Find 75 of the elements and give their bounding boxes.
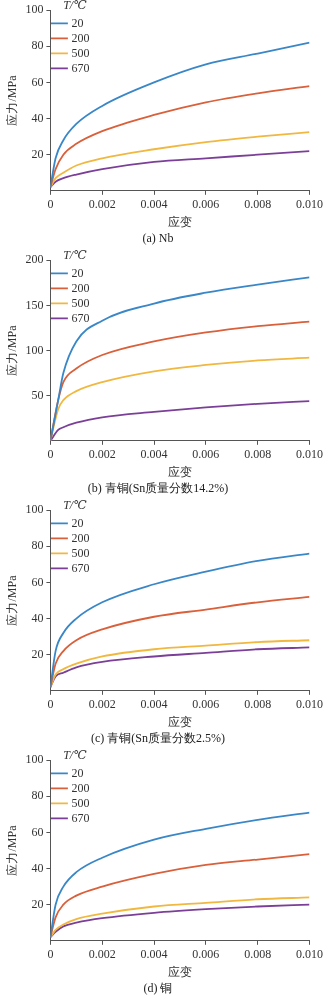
y-tick-label: 80 (31, 788, 44, 803)
y-tick-label: 40 (31, 610, 44, 625)
legend-title: T/℃ (63, 248, 88, 263)
y-tick-label: 60 (31, 574, 44, 589)
y-tick-label: 80 (31, 38, 44, 53)
x-tick-label: 0.008 (244, 197, 272, 212)
y-axis-title: 应力/MPa (5, 324, 20, 376)
x-tick-label: 0 (47, 197, 54, 212)
text: (b) 青铜(Sn质量分数14.2%) (87, 480, 229, 495)
y-axis-title: 应力/MPa (5, 824, 20, 876)
x-tick-label: 0.010 (296, 947, 323, 962)
x-tick-label: 0.010 (296, 197, 323, 212)
legend-label: 200 (71, 780, 90, 795)
legend-label: 20 (71, 15, 84, 30)
text: (d) 铜 (143, 980, 173, 995)
legend-label: 500 (71, 295, 90, 310)
legend-label: 500 (71, 545, 90, 560)
y-tick-label: 200 (25, 252, 44, 267)
legend-label: 20 (71, 765, 84, 780)
text: (a) Nb (142, 230, 174, 245)
y-tick-label: 50 (31, 387, 44, 402)
legend-label: 200 (71, 30, 90, 45)
x-tick-label: 0.008 (244, 697, 272, 712)
y-tick-label: 100 (25, 2, 44, 17)
x-tick-label: 0.002 (88, 947, 116, 962)
legend-label: 20 (71, 265, 84, 280)
y-axis-title: 应力/MPa (5, 74, 20, 126)
y-tick-label: 100 (25, 502, 44, 517)
x-tick-label: 0.006 (192, 447, 220, 462)
legend-title: T/℃ (63, 0, 88, 13)
x-tick-label: 0 (47, 447, 54, 462)
y-tick-label: 100 (25, 342, 44, 357)
legend-label: 20 (71, 515, 84, 530)
legend-label: 500 (71, 45, 90, 60)
x-axis-title: 应变 (167, 214, 192, 229)
x-tick-label: 0.006 (192, 197, 220, 212)
x-tick-label: 0.008 (244, 947, 272, 962)
x-tick-label: 0.002 (88, 447, 116, 462)
x-tick-label: 0.004 (140, 947, 168, 962)
legend-label: 200 (71, 530, 90, 545)
legend-label: 500 (71, 795, 90, 810)
x-axis-title: 应变 (167, 964, 192, 979)
y-axis-title: 应力/MPa (5, 574, 20, 626)
y-tick-label: 20 (31, 146, 44, 161)
x-tick-label: 0.006 (192, 697, 220, 712)
x-axis-title: 应变 (167, 714, 192, 729)
x-tick-label: 0.006 (192, 947, 220, 962)
legend-label: 670 (71, 310, 90, 325)
y-tick-label: 20 (31, 646, 44, 661)
text: (c) 青铜(Sn质量分数2.5%) (91, 730, 225, 745)
y-tick-label: 150 (25, 297, 44, 312)
legend-title: T/℃ (63, 748, 88, 763)
x-tick-label: 0 (47, 947, 54, 962)
legend-title: T/℃ (63, 498, 88, 513)
x-tick-label: 0.004 (140, 697, 168, 712)
y-tick-label: 100 (25, 752, 44, 767)
legend-label: 670 (71, 810, 90, 825)
x-axis-title: 应变 (167, 464, 192, 479)
y-tick-label: 80 (31, 538, 44, 553)
x-tick-label: 0.010 (296, 697, 323, 712)
y-tick-label: 40 (31, 110, 44, 125)
x-tick-label: 0.002 (88, 197, 116, 212)
y-tick-label: 40 (31, 860, 44, 875)
y-tick-label: 60 (31, 74, 44, 89)
legend-label: 670 (71, 560, 90, 575)
x-tick-label: 0.004 (140, 197, 168, 212)
y-tick-label: 60 (31, 824, 44, 839)
x-tick-label: 0.008 (244, 447, 272, 462)
legend-label: 670 (71, 60, 90, 75)
x-tick-label: 0 (47, 697, 54, 712)
y-tick-label: 20 (31, 896, 44, 911)
x-tick-label: 0.002 (88, 697, 116, 712)
legend-label: 200 (71, 280, 90, 295)
x-tick-label: 0.004 (140, 447, 168, 462)
x-tick-label: 0.010 (296, 447, 323, 462)
